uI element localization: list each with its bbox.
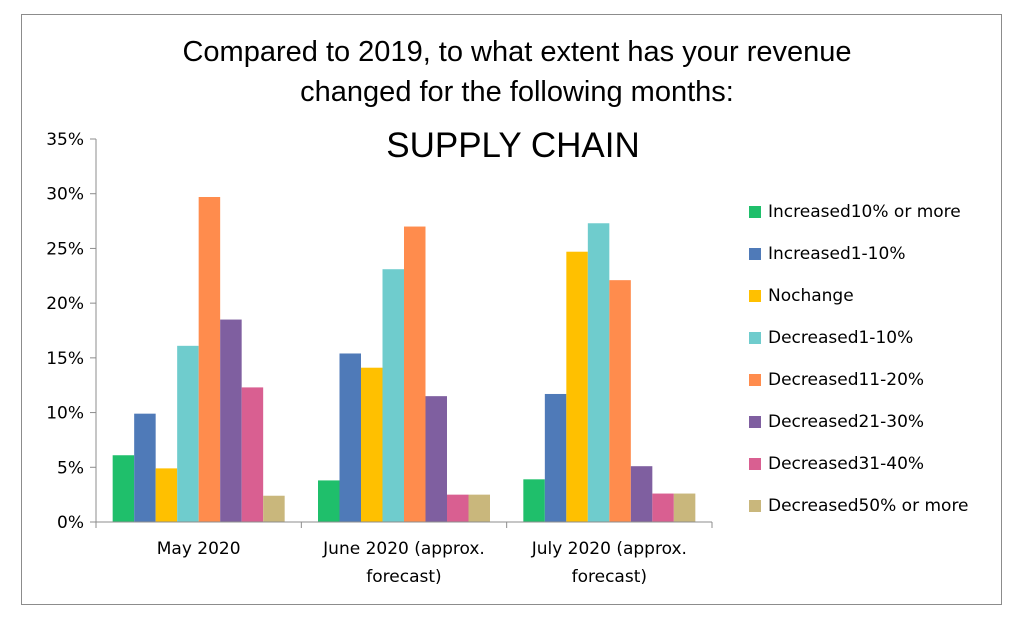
legend-label: Increased1-10% (768, 244, 905, 264)
bar-nochange-1 (155, 468, 178, 522)
bar-decreased31-40--3 (652, 493, 674, 522)
legend: Increased10% or more Increased1-10% Nochan… (749, 202, 969, 516)
bar-increased10-or-more-2 (318, 480, 340, 522)
x-category-label: forecast) (572, 567, 647, 587)
y-tick-label: 25% (46, 239, 84, 259)
bar-decreased31-40--1 (241, 387, 264, 522)
legend-swatch (749, 206, 761, 218)
bar-increased10-or-more-3 (523, 479, 545, 522)
bar-decreased50-or-more-1 (263, 495, 285, 522)
bar-decreased50-or-more-3 (673, 493, 696, 522)
bar-decreased1-10--2 (382, 269, 404, 522)
legend-swatch (749, 290, 761, 302)
y-tick-label: 30% (46, 185, 84, 205)
legend-label: Decreased1-10% (768, 328, 913, 348)
bar-decreased1-10--3 (587, 223, 610, 522)
legend-swatch (749, 500, 761, 512)
y-tick-label: 5% (57, 458, 84, 478)
bar-increased1-10--1 (134, 413, 156, 522)
bar-decreased31-40--2 (447, 494, 469, 522)
legend-label: Decreased50% or more (768, 496, 969, 516)
axes-group: 0% 5% 10% 15% 20% 25% 30% 35% May 2020 June 2020 … (46, 130, 713, 587)
y-tick-label: 0% (57, 513, 84, 533)
y-tick-label: 10% (46, 404, 84, 424)
bar-increased1-10--2 (339, 353, 361, 522)
bar-decreased21-30--3 (630, 466, 653, 522)
bar-decreased11-20--2 (404, 226, 426, 523)
bar-increased10-or-more-1 (112, 455, 135, 522)
bar-nochange-2 (361, 367, 383, 522)
bar-decreased21-30--1 (220, 319, 242, 522)
x-category-label: forecast) (366, 567, 441, 587)
legend-swatch (749, 374, 761, 386)
bar-decreased11-20--3 (609, 280, 631, 522)
bar-increased1-10--3 (544, 393, 567, 522)
legend-label: Decreased21-30% (768, 412, 924, 432)
y-tick-label: 15% (46, 349, 84, 369)
legend-label: Nochange (768, 286, 854, 306)
legend-label: Increased10% or more (768, 202, 961, 222)
bar-chart: Compared to 2019, to what extent has you… (46, 36, 969, 587)
chart-subtitle: SUPPLY CHAIN (386, 126, 640, 165)
bar-decreased50-or-more-2 (468, 494, 490, 522)
y-tick-label: 35% (46, 130, 84, 150)
bar-decreased1-10--1 (177, 345, 199, 522)
legend-swatch (749, 458, 761, 470)
x-category-label: July 2020 (approx. (531, 539, 687, 559)
chart-frame: Compared to 2019, to what extent has you… (21, 14, 1002, 605)
legend-swatch (749, 248, 761, 260)
bar-decreased11-20--1 (198, 196, 221, 523)
x-category-label: June 2020 (approx. (322, 539, 485, 559)
bars-group (112, 196, 696, 523)
bar-nochange-3 (566, 251, 588, 522)
chart-title-line: Compared to 2019, to what extent has you… (182, 36, 851, 68)
legend-label: Decreased11-20% (768, 370, 924, 390)
legend-swatch (749, 332, 761, 344)
chart-title: Compared to 2019, to what extent has you… (182, 36, 851, 108)
legend-label: Decreased31-40% (768, 454, 924, 474)
y-tick-label: 20% (46, 294, 84, 314)
chart-title-line: changed for the following months: (300, 76, 734, 108)
bar-decreased21-30--2 (425, 396, 447, 522)
legend-swatch (749, 416, 761, 428)
x-category-label: May 2020 (157, 539, 241, 559)
